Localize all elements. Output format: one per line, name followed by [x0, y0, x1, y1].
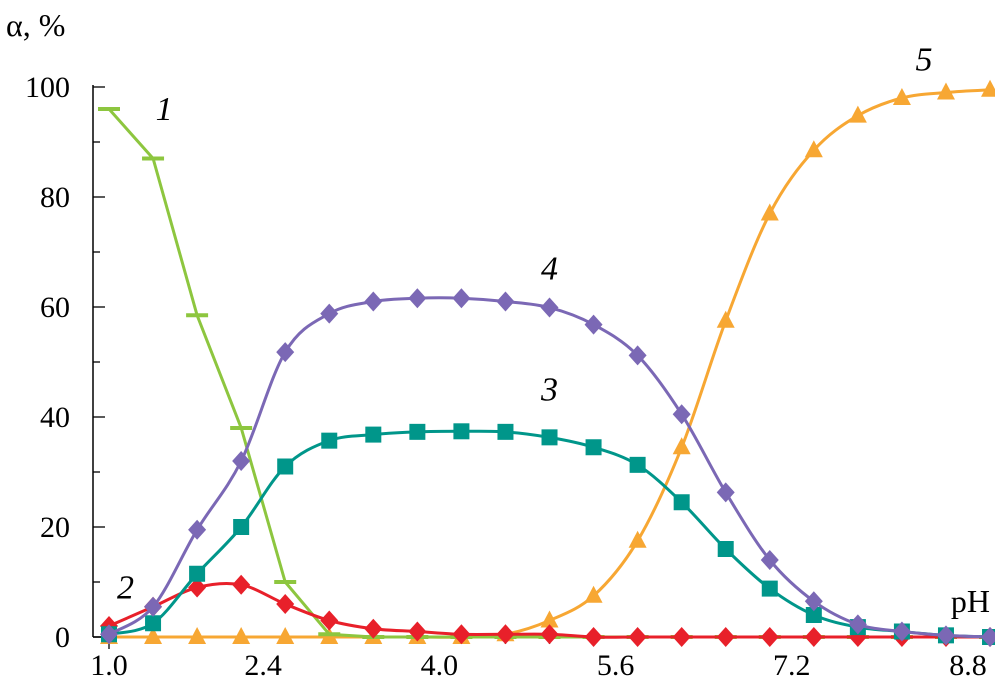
series-5	[100, 79, 995, 644]
data-point	[628, 530, 647, 548]
series-label-3: 3	[540, 372, 558, 409]
data-point	[144, 596, 163, 617]
y-tick-label: 100	[25, 71, 70, 104]
data-point	[100, 624, 118, 645]
y-tick-label: 40	[40, 401, 70, 434]
data-point	[804, 140, 823, 158]
data-point	[672, 627, 691, 647]
data-point	[232, 451, 251, 471]
data-point	[892, 621, 911, 642]
data-point	[364, 618, 383, 639]
data-point	[188, 577, 207, 598]
data-point	[276, 627, 295, 644]
data-point	[453, 423, 470, 440]
data-point	[673, 494, 690, 511]
data-point	[629, 456, 646, 473]
data-point	[188, 519, 207, 540]
data-point	[716, 482, 735, 503]
series-5-line	[109, 88, 991, 639]
series-3	[101, 423, 995, 645]
data-point	[276, 594, 295, 614]
series-layer	[98, 79, 995, 647]
data-point	[364, 291, 383, 312]
series-label-4: 4	[541, 251, 558, 288]
data-point	[452, 288, 471, 309]
y-tick-label: 80	[40, 181, 70, 214]
data-point	[540, 610, 559, 628]
data-point	[760, 550, 779, 570]
data-point	[804, 591, 823, 612]
data-point	[848, 614, 867, 635]
x-axis-title: pH	[951, 583, 990, 619]
series-label-5: 5	[915, 42, 932, 79]
data-point	[408, 288, 427, 309]
data-point	[232, 574, 251, 595]
x-tick-label: 8.8	[949, 649, 987, 682]
data-point	[145, 615, 162, 632]
x-tick-label: 2.4	[244, 649, 282, 682]
data-point	[276, 342, 295, 363]
data-point	[452, 624, 471, 645]
data-point	[365, 426, 382, 443]
data-point	[981, 79, 995, 97]
series-label-2: 2	[117, 570, 134, 607]
data-point	[233, 519, 250, 535]
x-tick-label: 1.0	[90, 649, 128, 682]
data-point	[672, 404, 691, 425]
data-point	[936, 625, 955, 646]
data-point	[277, 458, 294, 475]
data-point	[409, 423, 426, 440]
data-point	[981, 627, 995, 647]
data-point	[189, 565, 206, 582]
data-point	[144, 627, 163, 644]
data-point	[496, 291, 515, 312]
data-point	[760, 627, 779, 647]
data-point	[628, 345, 647, 366]
data-point	[232, 627, 251, 644]
data-point	[541, 429, 558, 446]
data-point	[716, 627, 735, 647]
data-point	[585, 439, 602, 456]
data-point	[805, 607, 822, 623]
data-point	[320, 610, 339, 631]
data-point	[320, 303, 339, 324]
data-point	[717, 541, 734, 557]
data-point	[761, 580, 778, 597]
data-point	[321, 432, 338, 449]
data-point	[188, 627, 207, 644]
axes: 0 20 40 60 80 100 1.0 2.4 4.0 5.6 7.2 8.8	[25, 71, 991, 682]
x-tick-label: 5.6	[597, 649, 635, 682]
data-point	[584, 627, 603, 647]
data-point	[760, 203, 779, 221]
data-point	[936, 82, 955, 100]
data-point	[584, 585, 603, 603]
data-point	[716, 310, 735, 328]
data-point	[540, 624, 559, 645]
x-tick-label: 4.0	[421, 649, 459, 682]
labels-layer: 5 1 2 3 4	[117, 42, 932, 607]
data-point	[628, 627, 647, 647]
data-point	[408, 621, 427, 642]
data-point	[540, 297, 559, 318]
y-axis-title: α, %	[6, 7, 65, 43]
y-tick-label: 60	[40, 291, 70, 324]
y-tick-label: 0	[55, 621, 70, 654]
data-point	[892, 88, 911, 105]
x-tick-label: 7.2	[773, 649, 811, 682]
y-tick-label: 20	[40, 511, 70, 544]
data-point	[496, 624, 515, 645]
series-label-1: 1	[156, 91, 173, 128]
series-4	[100, 288, 995, 647]
data-point	[804, 627, 823, 647]
data-point	[584, 314, 603, 335]
data-point	[672, 437, 691, 455]
data-point	[848, 105, 867, 123]
data-point	[497, 423, 514, 440]
